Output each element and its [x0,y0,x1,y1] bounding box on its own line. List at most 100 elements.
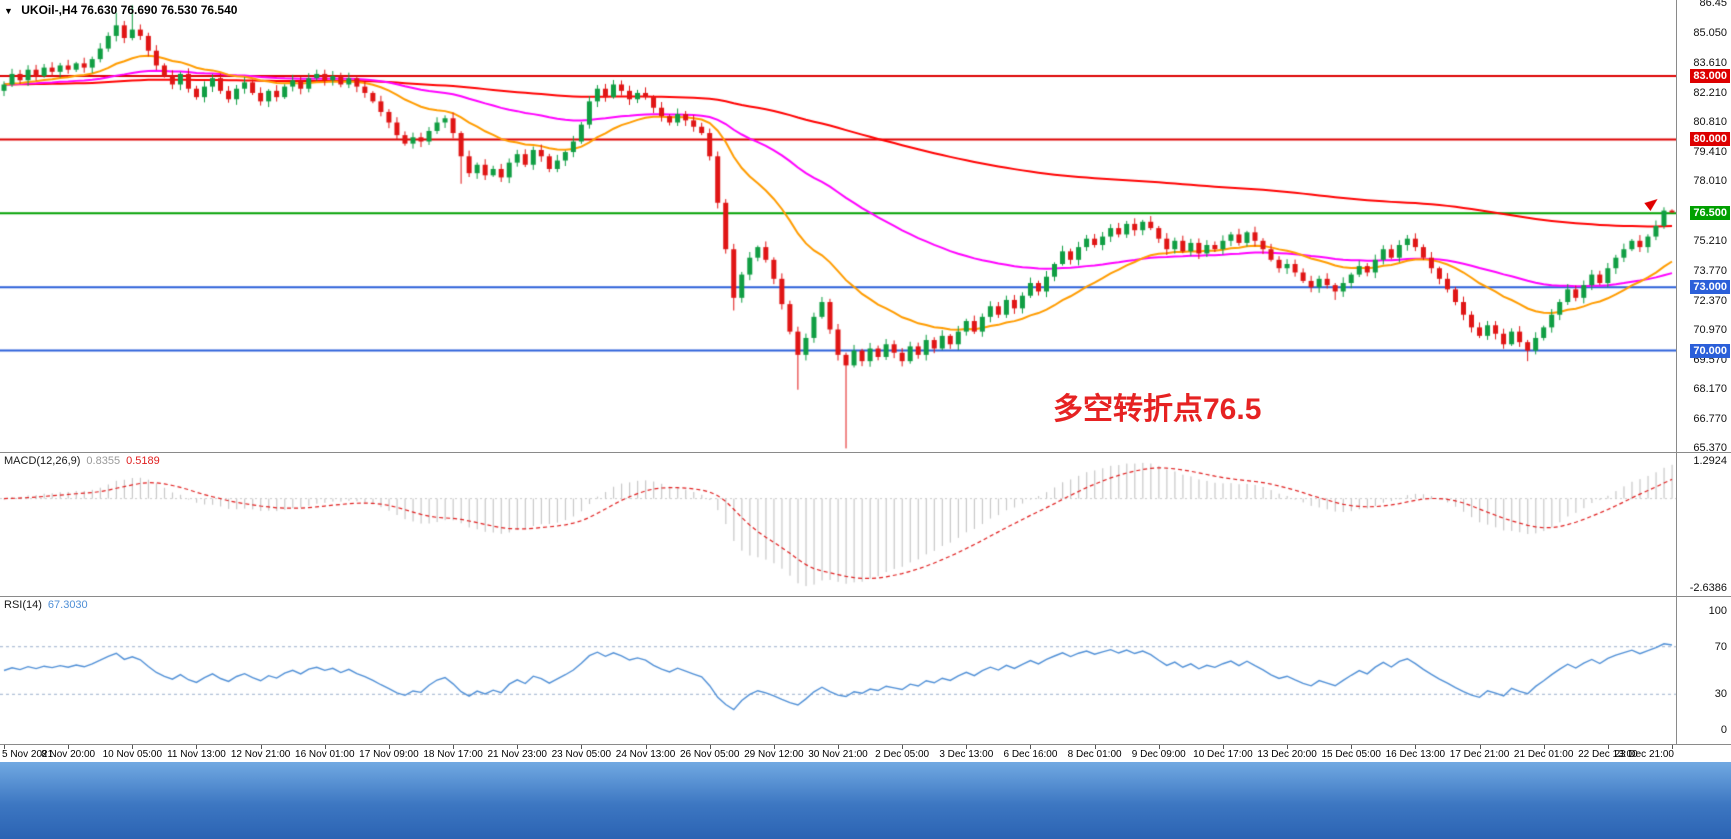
time-tick [1030,745,1032,749]
price-tick-label: 70.970 [1693,324,1727,337]
price-tick-label: 82.210 [1693,86,1727,99]
time-tick [260,745,262,749]
time-tick [1222,745,1224,749]
panel-separator[interactable] [0,744,1731,745]
annotation-text: 多空转折点76.5 [1053,393,1262,426]
main-chart-canvas[interactable] [0,0,1676,452]
price-tick-label: 83.610 [1693,57,1727,70]
price-tick-label: 86.45 [1699,0,1727,10]
time-tick [4,745,5,749]
time-axis-label: 6 Dec 16:00 [1003,749,1058,760]
time-tick [324,745,326,749]
price-level-tag: 83.000 [1690,69,1730,84]
rsi-axis-label: 70 [1714,640,1727,653]
time-tick [966,745,968,749]
macd-axis[interactable]: 1.2924 -2.6386 [1676,453,1731,596]
macd-axis-min: -2.6386 [1689,582,1727,594]
time-axis-label: 3 Dec 13:00 [939,749,994,760]
macd-name: MACD(12,26,9) [4,455,81,467]
rsi-canvas[interactable] [0,597,1676,744]
time-tick [453,745,455,749]
rsi-axis-label: 30 [1714,688,1727,701]
time-tick [1287,745,1289,749]
price-panel: ▼ UKOil-,H4 76.630 76.690 76.530 76.540 … [0,0,1731,455]
price-tick-label: 75.210 [1693,234,1727,247]
price-tick-label: 80.810 [1693,116,1727,129]
time-tick [68,745,70,749]
price-tick-label: 72.370 [1693,294,1727,307]
macd-axis-max: 1.2924 [1693,455,1727,467]
one-click-trading-toggle-icon[interactable]: ▼ [4,6,13,16]
price-level-tag: 76.500 [1690,206,1730,221]
rsi-value: 67.3030 [47,599,88,611]
bottom-bar [0,762,1731,839]
time-axis[interactable]: 5 Nov 2021 8 Nov 20:00 10 Nov 05:00 11 Nov … [0,745,1731,762]
time-axis-label: 16 Dec 13:00 [1385,749,1446,760]
time-tick [388,745,390,749]
symbol-period-label: UKOil-,H4 [21,3,78,17]
rsi-axis-label: 100 [1708,605,1727,617]
time-tick [581,745,583,749]
rsi-panel: RSI(14) 67.3030 100 70 30 0 [0,597,1731,744]
panel-separator[interactable] [0,596,1731,597]
time-tick [1415,745,1417,749]
time-tick [902,745,904,749]
time-axis-label: 2 Dec 05:00 [875,749,930,760]
price-tick-label: 68.170 [1693,383,1727,396]
time-axis-label: 9 Dec 09:00 [1131,749,1186,760]
price-tick-label: 79.410 [1693,145,1727,158]
price-tick-label: 85.050 [1693,26,1727,39]
time-axis-label: 30 Nov 21:00 [808,749,868,760]
price-level-tag: 80.000 [1690,132,1730,147]
time-tick [132,745,134,749]
time-axis-label: 29 Nov 12:00 [744,749,804,760]
time-tick [1158,745,1160,749]
time-axis-label: 21 Dec 01:00 [1513,749,1574,760]
time-axis-label: 15 Dec 05:00 [1321,749,1381,760]
time-axis-label: 11 Nov 13:00 [167,749,226,760]
time-axis-label: 17 Nov 09:00 [359,749,419,760]
time-tick [1543,745,1545,749]
price-level-tag: 73.000 [1690,280,1730,295]
time-axis-label: 16 Nov 01:00 [295,749,355,760]
time-tick [517,745,519,749]
time-tick [1479,745,1481,749]
time-axis-label: 26 Nov 05:00 [679,749,740,760]
macd-panel: MACD(12,26,9) 0.8355 0.5189 1.2924 -2.6386 [0,453,1731,596]
time-axis-label: 18 Nov 17:00 [423,749,483,760]
time-axis-label: 5 Nov 2021 [2,749,54,760]
time-tick [709,745,711,749]
price-axis[interactable]: 86.45 85.050 83.610 82.210 80.810 79.410 78.01… [1676,0,1731,455]
time-tick [1607,745,1609,749]
ohlc-values: 76.630 76.690 76.530 76.540 [80,3,238,17]
time-axis-label: 8 Dec 01:00 [1067,749,1122,760]
time-tick [196,745,198,749]
macd-canvas[interactable] [0,453,1676,596]
time-axis-label: 13 Dec 20:00 [1257,749,1317,760]
time-axis-label: 10 Dec 17:00 [1193,749,1253,760]
price-tick-label: 65.370 [1693,442,1727,455]
macd-label: MACD(12,26,9) 0.8355 0.5189 [4,455,160,467]
macd-main-value: 0.8355 [86,455,121,467]
price-tick-label: 66.770 [1693,412,1727,425]
rsi-axis[interactable]: 100 70 30 0 [1676,597,1731,744]
time-tick [645,745,647,749]
time-tick [838,745,839,749]
price-tick-label: 73.770 [1693,264,1727,277]
chart-title: ▼ UKOil-,H4 76.630 76.690 76.530 76.540 [4,3,237,17]
price-tick-label: 78.010 [1693,175,1727,188]
time-tick [1351,745,1353,749]
time-axis-label: 23 Dec 21:00 [1614,749,1675,760]
time-axis-label: 23 Nov 05:00 [551,749,612,760]
rsi-label: RSI(14) 67.3030 [4,599,88,611]
rsi-axis-label: 0 [1720,724,1727,736]
time-axis-label: 22 Dec 13:00 [1578,749,1638,760]
time-axis-label: 10 Nov 05:00 [102,749,163,760]
panel-separator[interactable] [0,452,1731,453]
time-tick [1671,745,1673,749]
time-axis-label: 21 Nov 23:00 [487,749,547,760]
price-level-tag: 70.000 [1690,343,1730,358]
time-axis-label: 8 Nov 20:00 [41,749,96,760]
time-axis-label: 12 Nov 21:00 [230,749,291,760]
